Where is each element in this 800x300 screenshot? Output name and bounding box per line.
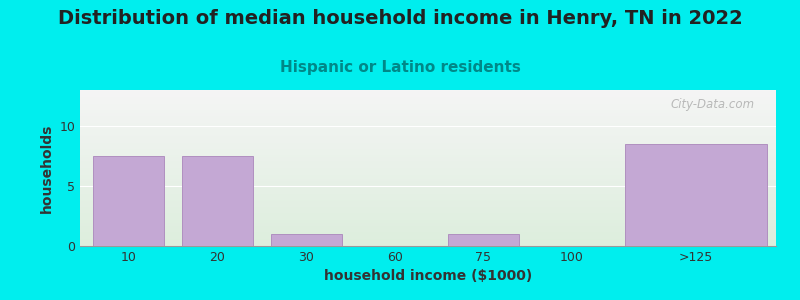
Bar (448, 234, 519, 246)
X-axis label: household income ($1000): household income ($1000) (324, 269, 532, 284)
Text: Distribution of median household income in Henry, TN in 2022: Distribution of median household income … (58, 9, 742, 28)
Bar (182, 156, 253, 246)
Bar (270, 234, 342, 246)
Bar (94, 156, 164, 246)
Y-axis label: households: households (40, 123, 54, 213)
Text: Hispanic or Latino residents: Hispanic or Latino residents (279, 60, 521, 75)
Text: City-Data.com: City-Data.com (671, 98, 755, 111)
Bar (626, 144, 767, 246)
